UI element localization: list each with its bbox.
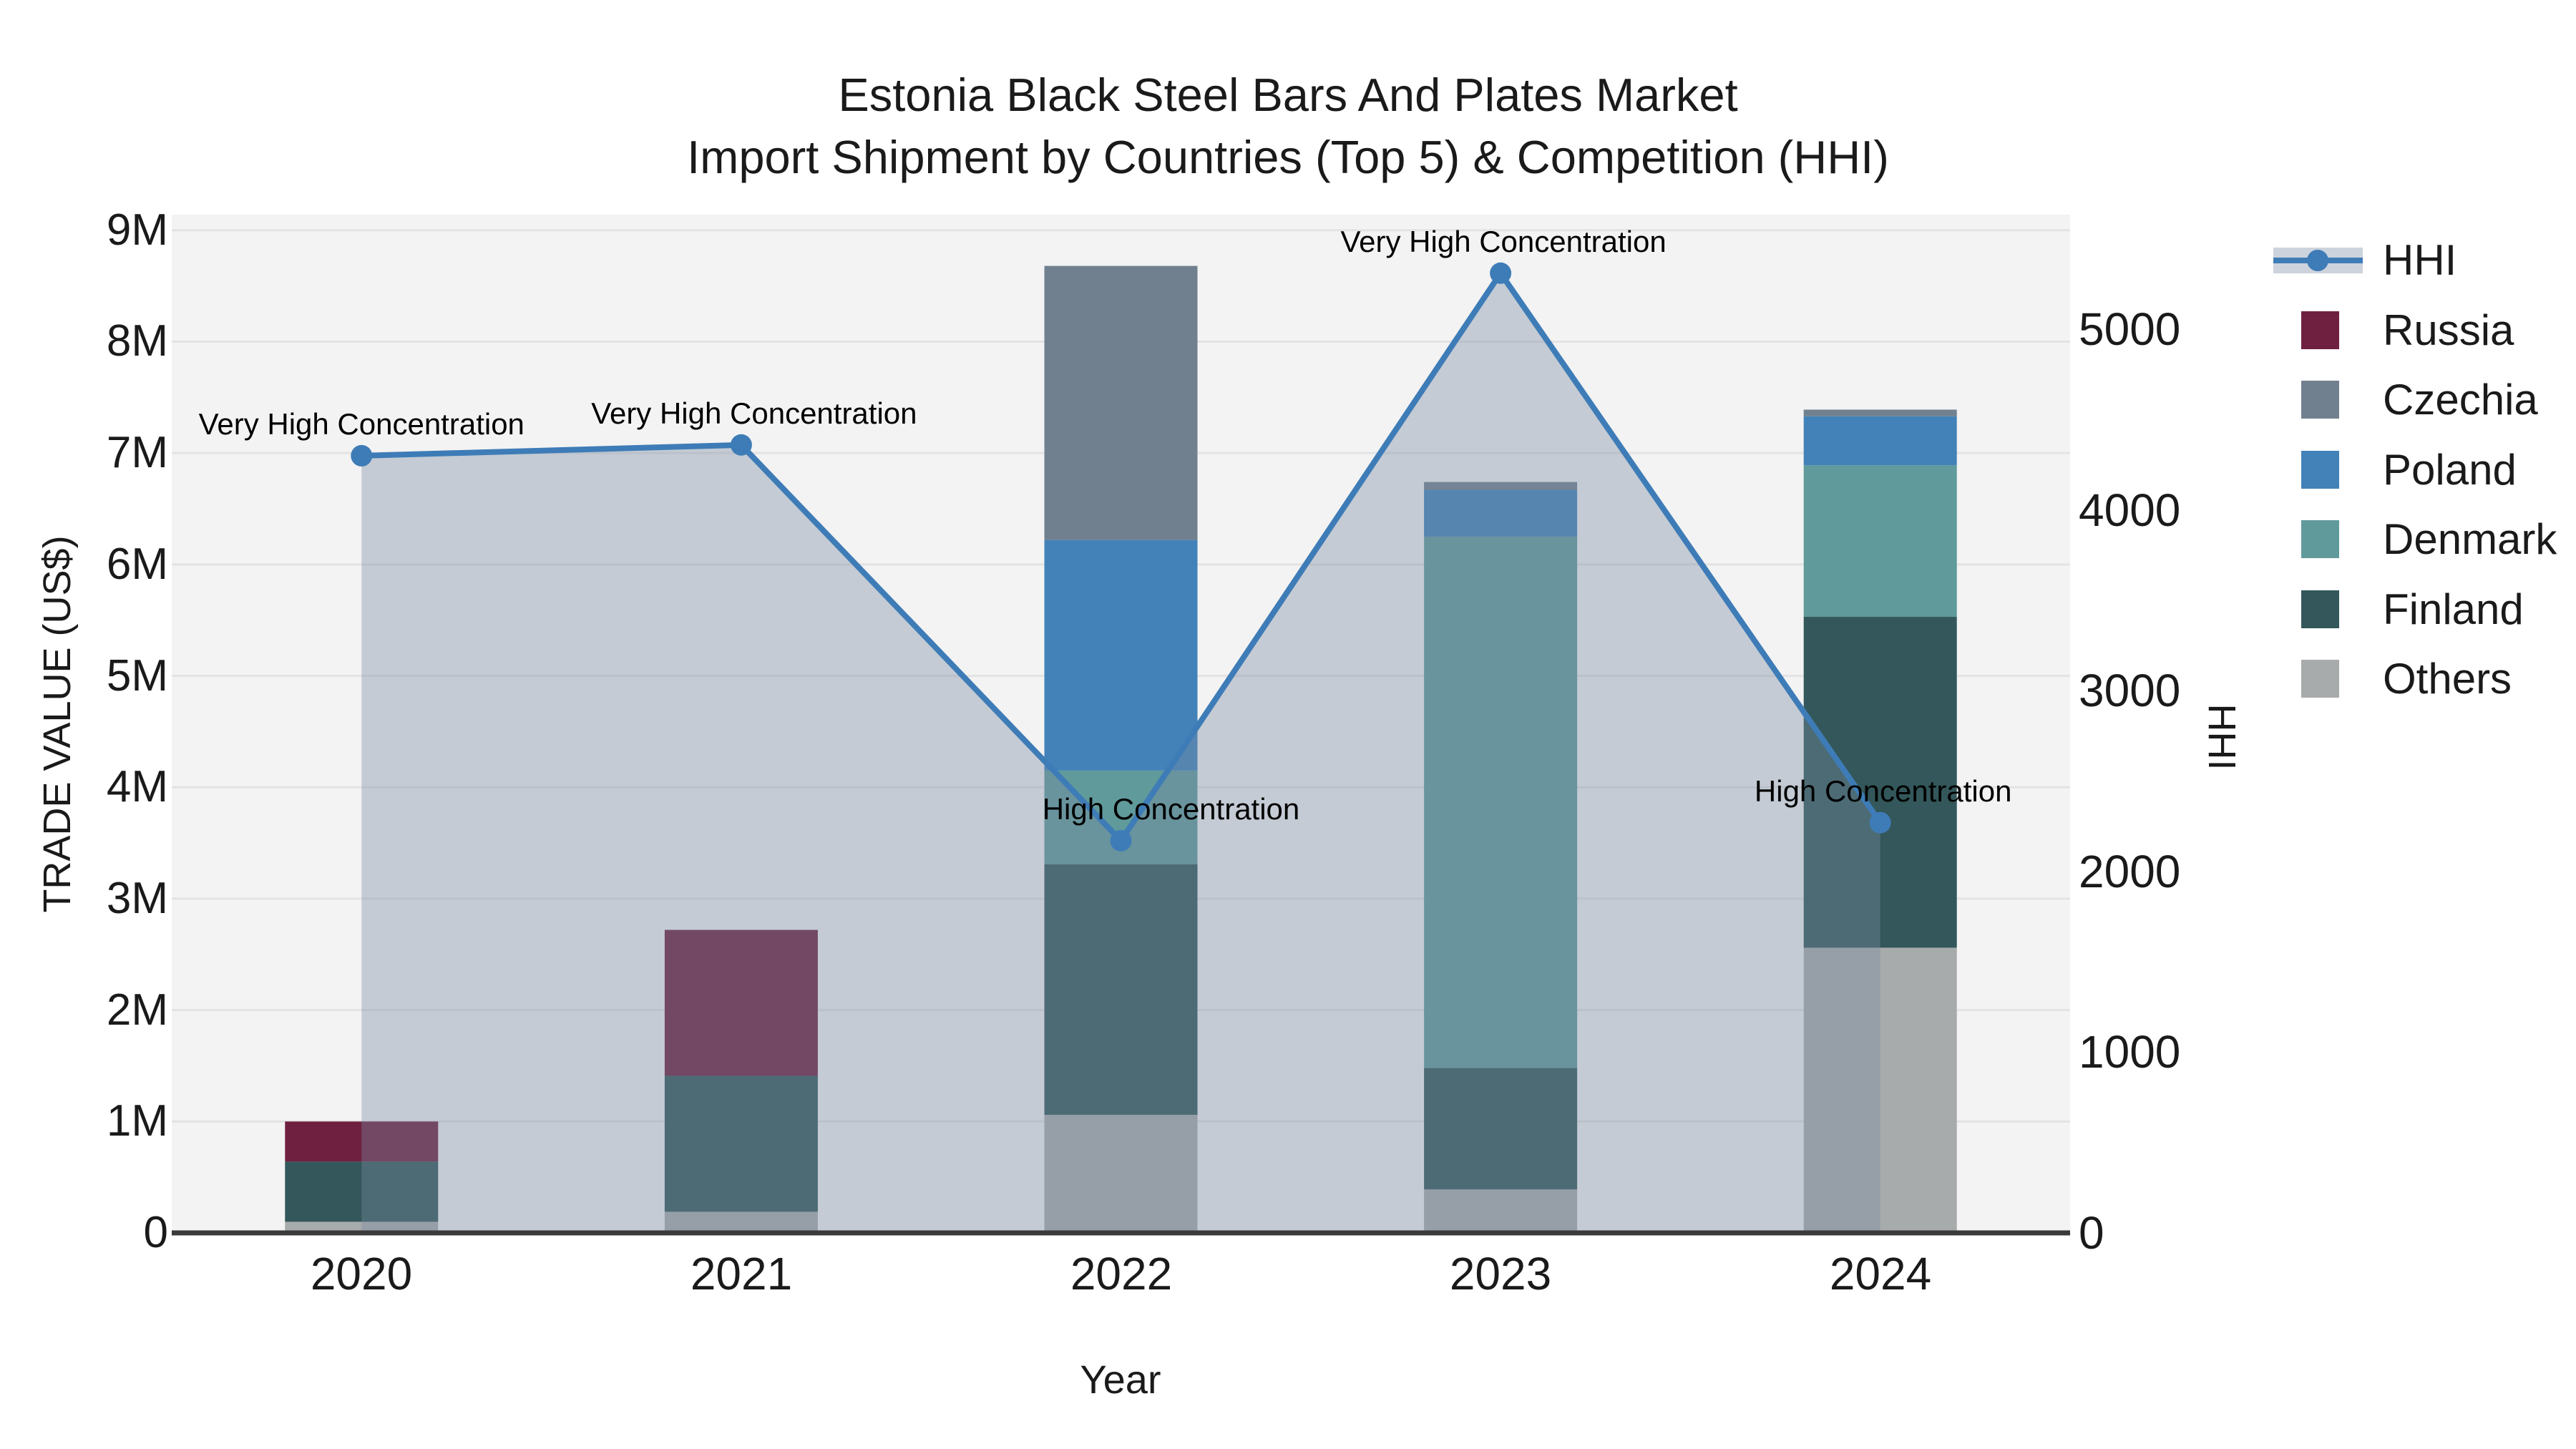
hhi-marker-2021: [730, 434, 752, 456]
legend-label-finland: Finland: [2383, 585, 2524, 633]
hhi-marker-2023: [1490, 262, 1512, 284]
legend-label-others: Others: [2383, 655, 2512, 703]
y-right-tick-3000: 3000: [2079, 665, 2181, 716]
legend-label-poland: Poland: [2383, 446, 2517, 494]
bar-segment-Finland-2022: [1044, 864, 1198, 1115]
legend-item-russia: Russia: [2254, 296, 2576, 366]
hhi-marker-2020: [351, 444, 373, 467]
legend-label-hhi: HHI: [2383, 236, 2457, 284]
bar-segment-Others-2024: [1803, 947, 1957, 1233]
x-tick-2024: 2024: [1829, 1248, 1932, 1299]
legend-label-russia: Russia: [2383, 306, 2514, 354]
legend-item-denmark: Denmark: [2254, 504, 2576, 575]
legend-label-czechia: Czechia: [2383, 376, 2538, 424]
x-axis-title: Year: [1080, 1357, 1161, 1402]
bar-segment-Russia-2021: [664, 930, 818, 1076]
hhi-marker-swatch: [2307, 250, 2328, 271]
bar-segment-Russia-2020: [285, 1121, 439, 1162]
bar-segment-Finland-2023: [1424, 1068, 1578, 1190]
legend-item-hhi: HHI: [2254, 225, 2576, 296]
y-axis-title-right: HHI: [2200, 703, 2243, 771]
legend-swatch-poland: [2301, 451, 2339, 489]
x-tick-2020: 2020: [310, 1248, 413, 1299]
hhi-marker-2024: [1869, 811, 1891, 834]
y-right-tick-4000: 4000: [2079, 484, 2181, 536]
x-tick-2023: 2023: [1449, 1248, 1552, 1299]
legend-swatch-russia: [2301, 311, 2339, 349]
y-right-tick-5000: 5000: [2079, 303, 2181, 355]
annotation-2020: Very High Concentration: [198, 406, 525, 441]
y-left-tick-3M: 3M: [106, 874, 168, 923]
bar-segment-Others-2020: [285, 1221, 439, 1233]
y-right-tick-0: 0: [2079, 1207, 2104, 1259]
bar-segment-Denmark-2024: [1803, 465, 1957, 618]
y-left-tick-2M: 2M: [106, 985, 168, 1035]
legend-swatch-others: [2301, 660, 2339, 698]
chart-title-line1: Estonia Black Steel Bars And Plates Mark…: [838, 69, 1738, 121]
bar-segment-Others-2022: [1044, 1114, 1198, 1233]
annotation-2023: Very High Concentration: [1340, 224, 1667, 258]
bar-segment-Denmark-2023: [1424, 536, 1578, 1068]
hhi-area-fill: [361, 273, 1880, 1233]
bar-segment-Finland-2024: [1803, 617, 1957, 948]
annotation-2021: Very High Concentration: [591, 396, 917, 430]
y-left-tick-6M: 6M: [106, 540, 168, 589]
legend-item-finland: Finland: [2254, 575, 2576, 645]
legend-label-denmark: Denmark: [2383, 515, 2557, 563]
x-tick-2022: 2022: [1070, 1248, 1173, 1299]
y-left-tick-5M: 5M: [106, 651, 168, 701]
y-left-tick-4M: 4M: [106, 762, 168, 811]
bar-segment-Poland-2024: [1803, 416, 1957, 466]
bar-segment-Others-2021: [664, 1211, 818, 1233]
legend-item-czechia: Czechia: [2254, 365, 2576, 435]
bar-segment-Czechia-2023: [1424, 482, 1578, 490]
bar-segment-Czechia-2022: [1044, 265, 1198, 540]
legend-swatch-finland: [2301, 590, 2339, 628]
y-left-tick-9M: 9M: [106, 205, 168, 255]
bar-segment-Finland-2020: [285, 1161, 439, 1222]
x-tick-2021: 2021: [690, 1248, 793, 1299]
bar-segment-Czechia-2024: [1803, 409, 1957, 416]
bar-segment-Others-2023: [1424, 1189, 1578, 1233]
bar-segment-Poland-2023: [1424, 489, 1578, 537]
legend-item-others: Others: [2254, 644, 2576, 714]
annotation-2022: High Concentration: [1042, 791, 1300, 826]
y-right-tick-1000: 1000: [2079, 1026, 2181, 1078]
y-left-tick-8M: 8M: [106, 316, 168, 366]
y-axis-title-left: TRADE VALUE (US$): [36, 535, 79, 913]
y-right-tick-2000: 2000: [2079, 846, 2181, 897]
annotation-2024: High Concentration: [1754, 774, 2012, 808]
y-left-tick-1M: 1M: [106, 1096, 168, 1146]
y-left-tick-7M: 7M: [106, 428, 168, 477]
legend-item-poland: Poland: [2254, 435, 2576, 505]
bar-segment-Finland-2021: [664, 1075, 818, 1212]
hhi-marker-2022: [1110, 829, 1132, 852]
legend-swatch-denmark: [2301, 520, 2339, 558]
chart-title-line2: Import Shipment by Countries (Top 5) & C…: [687, 131, 1889, 183]
y-left-tick-0: 0: [143, 1208, 168, 1257]
legend-swatch-czechia: [2301, 381, 2339, 419]
bar-segment-Poland-2022: [1044, 540, 1198, 771]
